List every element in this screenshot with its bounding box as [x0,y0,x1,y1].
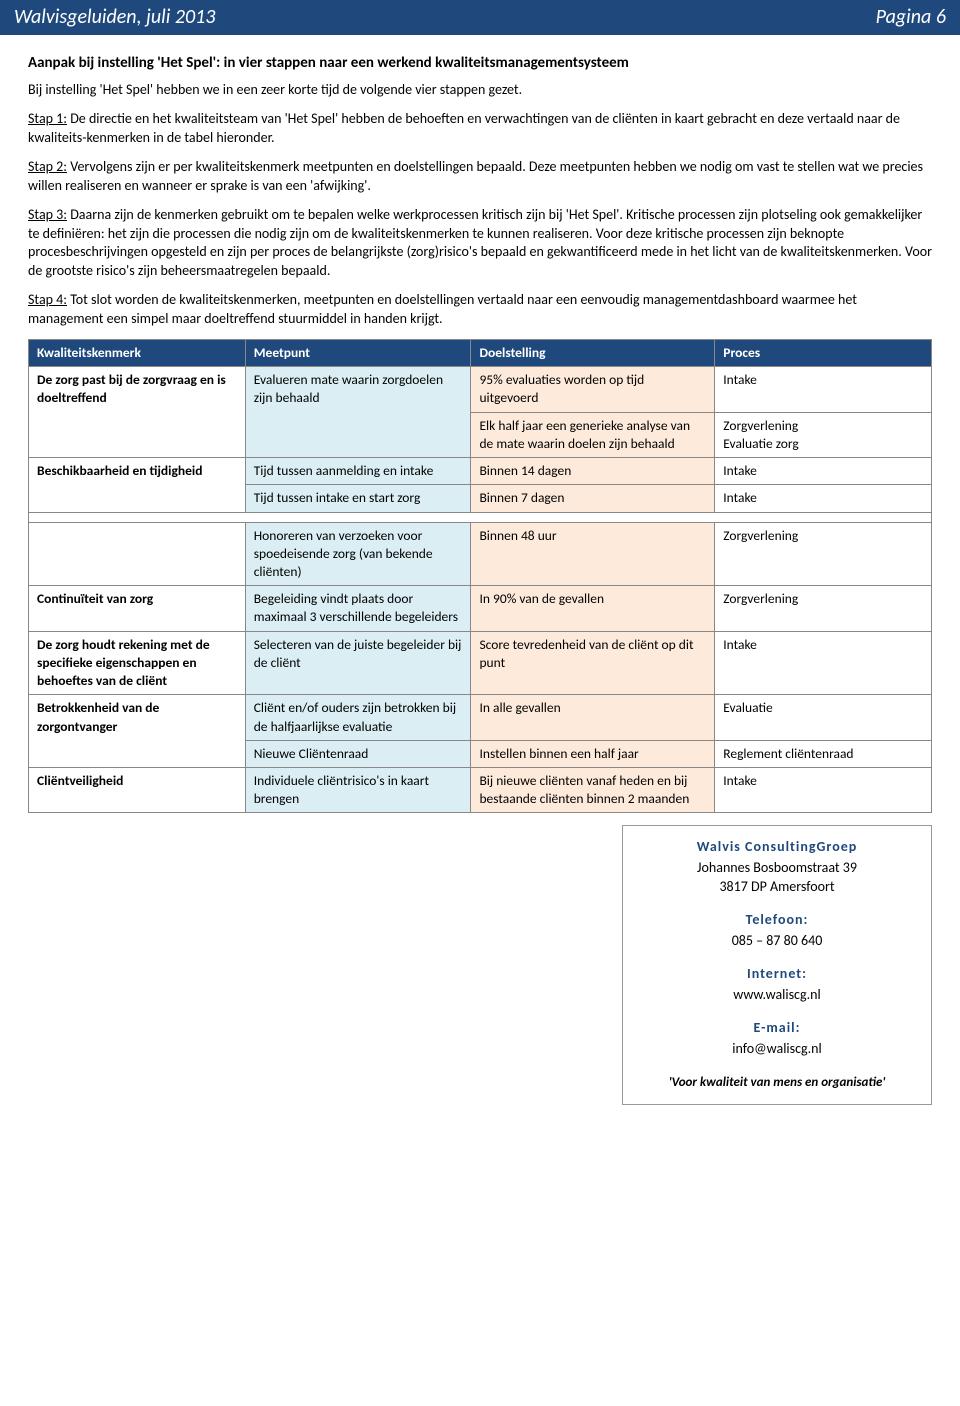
cell-meetpunt: Evalueren mate waarin zorgdoelen zijn be… [245,367,471,458]
step-3-label: Stap 3: [28,206,67,223]
quality-table: Kwaliteitskenmerk Meetpunt Doelstelling … [28,339,932,813]
step-1-text: De directie en het kwaliteitsteam van 'H… [28,110,900,146]
header-left: Walvisgeluiden, juli 2013 [14,4,215,31]
cell-proces: Zorgverlening Evaluatie zorg [715,412,932,457]
mail-value: info@waliscg.nl [639,1040,915,1059]
cell-doelstelling: Score tevredenheid van de cliënt op dit … [471,631,715,695]
step-3-text: Daarna zijn de kenmerken gebruikt om te … [28,206,932,280]
cell-kenmerk: Betrokkenheid van de zorgontvanger [29,695,246,768]
cell-doelstelling: Binnen 14 dagen [471,458,715,485]
table-row: De zorg houdt rekening met de specifieke… [29,631,932,695]
step-2-label: Stap 2: [28,158,67,175]
page-content: Aanpak bij instelling 'Het Spel': in vie… [0,35,960,1115]
step-4: Stap 4: Tot slot worden de kwaliteitsken… [28,291,932,329]
section-title: Aanpak bij instelling 'Het Spel': in vie… [28,53,932,73]
cell-proces: Reglement cliëntenraad [715,740,932,767]
cell-meetpunt: Tijd tussen intake en start zorg [245,485,471,512]
step-2: Stap 2: Vervolgens zijn er per kwaliteit… [28,158,932,196]
cell-doelstelling: Instellen binnen een half jaar [471,740,715,767]
cell-meetpunt: Nieuwe Cliëntenraad [245,740,471,767]
table-row: De zorg past bij de zorgvraag en is doel… [29,367,932,412]
cell-doelstelling: Bij nieuwe cliënten vanaf heden en bij b… [471,767,715,812]
table-row: CliëntveiligheidIndividuele cliëntrisico… [29,767,932,812]
table-row [29,512,932,522]
step-3: Stap 3: Daarna zijn de kenmerken gebruik… [28,206,932,282]
tel-value: 085 – 87 80 640 [639,932,915,951]
cell-meetpunt: Honoreren van verzoeken voor spoedeisend… [245,522,471,586]
org-name: Walvis ConsultingGroep [639,838,915,857]
th-meetpunt: Meetpunt [245,340,471,367]
cell-proces: Zorgverlening [715,522,932,586]
cell-proces: Intake [715,631,932,695]
cell-proces: Intake [715,367,932,412]
table-row: Honoreren van verzoeken voor spoedeisend… [29,522,932,586]
motto: 'Voor kwaliteit van mens en organisatie' [639,1074,915,1092]
th-kenmerk: Kwaliteitskenmerk [29,340,246,367]
step-1: Stap 1: De directie en het kwaliteitstea… [28,110,932,148]
cell-kenmerk: Continuïteit van zorg [29,586,246,631]
cell-doelstelling: In 90% van de gevallen [471,586,715,631]
th-proces: Proces [715,340,932,367]
table-row: Beschikbaarheid en tijdigheidTijd tussen… [29,458,932,485]
cell-doelstelling: Binnen 48 uur [471,522,715,586]
header-right: Pagina 6 [876,4,946,31]
contact-box: Walvis ConsultingGroep Johannes Bosbooms… [622,825,932,1105]
cell-proces: Intake [715,458,932,485]
cell-proces: Intake [715,485,932,512]
th-doelstelling: Doelstelling [471,340,715,367]
page-header: Walvisgeluiden, juli 2013 Pagina 6 [0,0,960,35]
cell-kenmerk: De zorg past bij de zorgvraag en is doel… [29,367,246,458]
mail-label: E-mail: [639,1019,915,1038]
cell-doelstelling: In alle gevallen [471,695,715,740]
cell-kenmerk: Cliëntveiligheid [29,767,246,812]
cell-kenmerk: Beschikbaarheid en tijdigheid [29,458,246,512]
cell-proces: Zorgverlening [715,586,932,631]
cell-meetpunt: Cliënt en/of ouders zijn betrokken bij d… [245,695,471,740]
tel-label: Telefoon: [639,911,915,930]
intro-paragraph: Bij instelling 'Het Spel' hebben we in e… [28,81,932,100]
addr-line1: Johannes Bosboomstraat 39 [639,859,915,878]
step-4-text: Tot slot worden de kwaliteitskenmerken, … [28,291,857,327]
cell-meetpunt: Selecteren van de juiste begeleider bij … [245,631,471,695]
addr-line2: 3817 DP Amersfoort [639,878,915,897]
cell-meetpunt: Individuele cliëntrisico's in kaart bren… [245,767,471,812]
cell-doelstelling: 95% evaluaties worden op tijd uitgevoerd [471,367,715,412]
cell-meetpunt: Begeleiding vindt plaats door maximaal 3… [245,586,471,631]
step-1-label: Stap 1: [28,110,67,127]
cell-doelstelling: Elk half jaar een generieke analyse van … [471,412,715,457]
web-label: Internet: [639,965,915,984]
cell-kenmerk: De zorg houdt rekening met de specifieke… [29,631,246,695]
cell-meetpunt: Tijd tussen aanmelding en intake [245,458,471,485]
web-value: www.waliscg.nl [639,986,915,1005]
cell-proces: Evaluatie [715,695,932,740]
cell-proces: Intake [715,767,932,812]
table-header-row: Kwaliteitskenmerk Meetpunt Doelstelling … [29,340,932,367]
table-row: Continuïteit van zorgBegeleiding vindt p… [29,586,932,631]
cell-kenmerk [29,522,246,586]
step-2-text: Vervolgens zijn er per kwaliteitskenmerk… [28,158,923,194]
step-4-label: Stap 4: [28,291,67,308]
table-row: Betrokkenheid van de zorgontvangerCliënt… [29,695,932,740]
cell-doelstelling: Binnen 7 dagen [471,485,715,512]
